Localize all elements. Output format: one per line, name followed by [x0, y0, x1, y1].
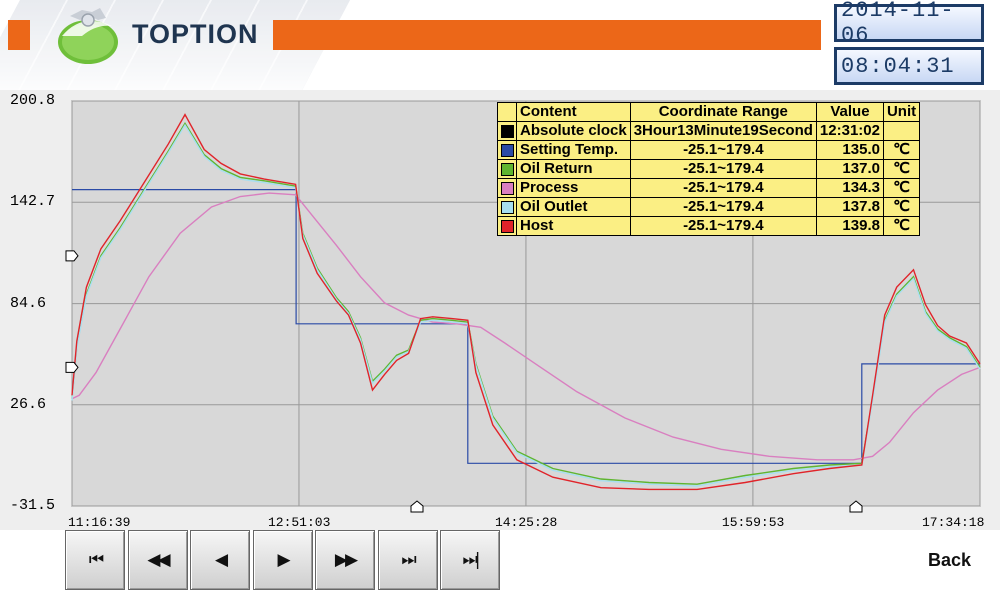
x-tick-label: 11:16:39 [68, 515, 131, 530]
end-icon: ⏭| [462, 550, 480, 570]
legend-row: Host -25.1~179.4 139.8 ℃ [497, 216, 921, 236]
legend-content: Setting Temp. [516, 140, 631, 160]
legend-content: Oil Return [516, 159, 631, 179]
legend-header-row: Content Coordinate Range Value Unit [497, 102, 921, 122]
upper-limit-marker-icon[interactable] [65, 250, 79, 262]
trend-chart [65, 100, 981, 513]
legend-range: -25.1~179.4 [629, 216, 817, 236]
legend-value: 12:31:02 [815, 121, 884, 141]
legend-swatch [497, 178, 517, 198]
legend-row: Oil Outlet -25.1~179.4 137.8 ℃ [497, 197, 921, 217]
y-tick-label: 26.6 [10, 395, 47, 413]
legend-value: 134.3 [815, 178, 884, 198]
y-tick-label: -31.5 [10, 497, 56, 514]
legend-content: Oil Outlet [516, 197, 631, 217]
legend-range: -25.1~179.4 [629, 159, 817, 179]
legend-value: 139.8 [815, 216, 884, 236]
legend-range: -25.1~179.4 [629, 197, 817, 217]
legend-unit: ℃ [882, 197, 921, 217]
header-accent-bar [273, 20, 821, 50]
x-tick-label: 12:51:03 [267, 515, 331, 530]
header-accent-left [8, 20, 30, 50]
legend-header-unit: Unit [882, 102, 921, 122]
legend-row: Oil Return -25.1~179.4 137.0 ℃ [497, 159, 921, 179]
series-line-process [71, 192, 981, 461]
legend-swatch [497, 121, 517, 141]
cursor-end-marker-icon[interactable] [849, 500, 863, 513]
series-line-oil-outlet [71, 123, 981, 487]
date-display: 2014-11-06 [834, 0, 984, 48]
legend-header-range: Coordinate Range [629, 102, 817, 122]
play-icon: ▶ [277, 550, 290, 570]
y-tick-label: 84.6 [10, 294, 47, 312]
y-tick-label: 200.8 [10, 92, 56, 109]
fast-forward-icon: ▶▶ [334, 550, 358, 570]
legend-range: -25.1~179.4 [629, 178, 817, 198]
legend-value: 135.0 [815, 140, 884, 160]
x-tick-label: 14:25:28 [494, 515, 558, 530]
fast-forward-button[interactable]: ▶▶ [315, 530, 375, 590]
legend-row: Process -25.1~179.4 134.3 ℃ [497, 178, 921, 198]
legend-swatch [497, 197, 517, 217]
brand-name: TOPTION [132, 19, 259, 49]
series-line-host [71, 113, 981, 491]
last-button[interactable]: ⏭ [377, 530, 438, 590]
first-icon: ⏮ [88, 550, 104, 570]
first-button[interactable]: ⏮ [65, 530, 125, 590]
legend-unit: ℃ [882, 159, 921, 179]
play-button[interactable]: ▶ [252, 530, 313, 590]
legend-table: Content Coordinate Range Value Unit Abso… [497, 102, 921, 236]
playback-controls: ⏮ ◀◀ ◀ ▶ ▶▶ ⏭ ⏭| [65, 530, 503, 594]
series-line-setting-temp [72, 189, 980, 464]
legend-swatch [497, 159, 517, 179]
legend-swatch [497, 140, 517, 160]
x-tick-label: 15:59:53 [721, 515, 785, 530]
end-button[interactable]: ⏭| [440, 530, 500, 590]
legend-content: Process [516, 178, 631, 198]
time-display: 08:04:31 [834, 47, 984, 85]
header: TOPTION 2014-11-06 08:04:31 [0, 0, 1000, 92]
rewind-icon: ◀◀ [147, 550, 170, 570]
legend-unit: ℃ [882, 178, 921, 198]
legend-range: 3Hour13Minute19Second [629, 121, 817, 141]
y-tick-label: 142.7 [10, 193, 56, 211]
legend-row: Absolute clock 3Hour13Minute19Second 12:31… [497, 121, 921, 141]
legend-unit: ℃ [882, 216, 921, 236]
legend-swatch [497, 216, 517, 236]
last-icon: ⏭ [401, 550, 416, 570]
legend-range: -25.1~179.4 [629, 140, 817, 160]
legend-unit: ℃ [882, 140, 921, 160]
prev-icon: ◀ [214, 550, 228, 570]
lower-limit-marker-icon[interactable] [65, 361, 79, 373]
legend-value: 137.8 [815, 197, 884, 217]
back-button[interactable]: Back [928, 550, 972, 570]
x-tick-label: 17:34:18 [922, 515, 985, 530]
toption-logo-icon [58, 8, 118, 64]
legend-header-content: Content [516, 102, 631, 122]
prev-button[interactable]: ◀ [190, 530, 250, 590]
rewind-button[interactable]: ◀◀ [127, 530, 188, 590]
legend-content: Host [516, 216, 631, 236]
legend-content: Absolute clock [516, 121, 631, 141]
cursor-start-marker-icon[interactable] [410, 500, 424, 513]
legend-value: 137.0 [815, 159, 884, 179]
legend-unit [882, 121, 921, 141]
legend-row: Setting Temp. -25.1~179.4 135.0 ℃ [497, 140, 921, 160]
legend-header-value: Value [815, 102, 884, 122]
